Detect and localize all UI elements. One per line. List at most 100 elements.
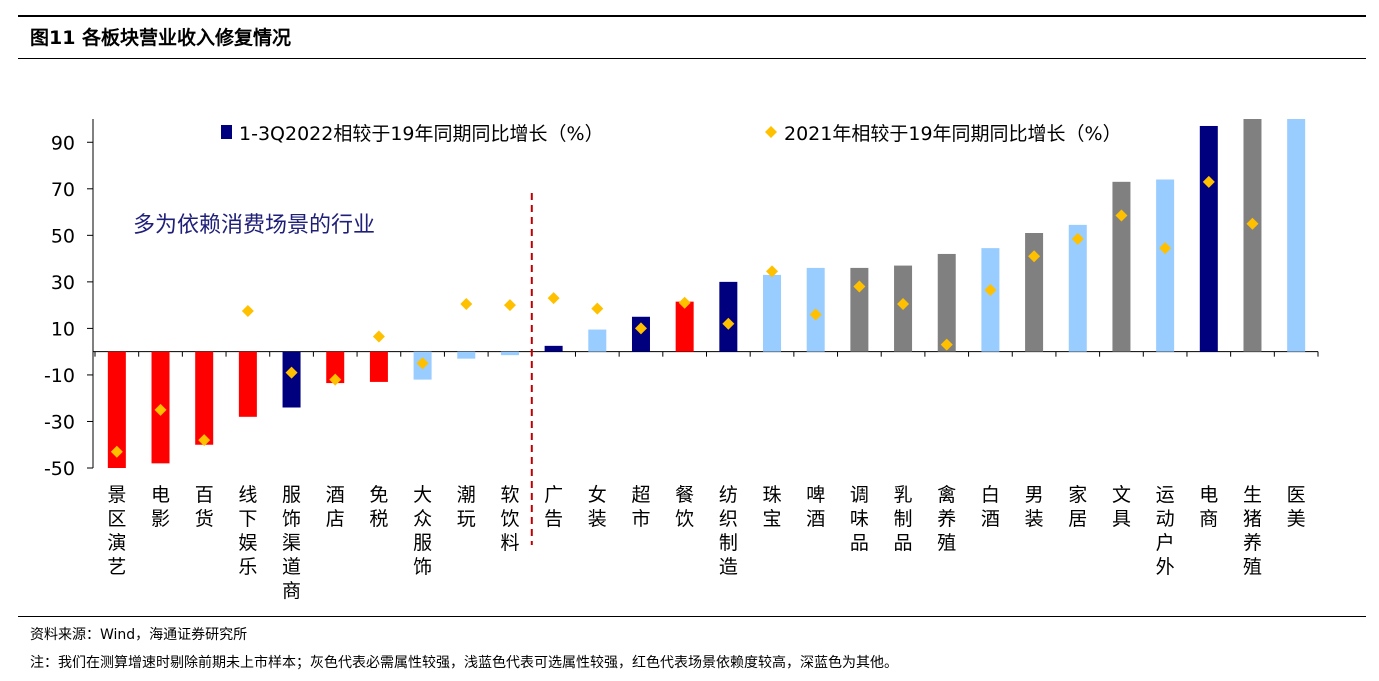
legend-bar-swatch bbox=[221, 125, 232, 139]
category-label: 潮玩 bbox=[457, 484, 476, 530]
y-tick-label: 10 bbox=[51, 318, 75, 340]
bar-服饰渠道商 bbox=[282, 351, 301, 408]
category-label: 纺织制造 bbox=[719, 484, 738, 578]
category-label: 文具 bbox=[1112, 484, 1131, 530]
y-tick-label: 90 bbox=[51, 132, 75, 154]
category-label: 乳制品 bbox=[894, 484, 913, 554]
figure-title: 图11 各板块营业收入修复情况 bbox=[30, 27, 292, 49]
marker-免税 bbox=[372, 330, 385, 343]
bar-白酒 bbox=[981, 248, 1000, 352]
category-label: 医美 bbox=[1287, 484, 1306, 530]
y-tick-label: -10 bbox=[44, 365, 75, 387]
marker-广告 bbox=[547, 292, 560, 305]
bar-纺织制造 bbox=[719, 281, 738, 352]
bar-series bbox=[107, 119, 1306, 468]
legend-marker-label: 2021年相较于19年同期同比增长（%） bbox=[784, 123, 1122, 145]
bar-珠宝 bbox=[763, 274, 782, 352]
category-label: 禽养殖 bbox=[937, 484, 956, 554]
bar-软饮料 bbox=[500, 351, 519, 356]
marker-文具 bbox=[1115, 209, 1128, 222]
bar-酒店 bbox=[326, 351, 345, 384]
category-label: 百货 bbox=[195, 484, 214, 530]
category-label: 生猪养殖 bbox=[1243, 484, 1262, 578]
category-label: 调味品 bbox=[850, 484, 869, 554]
category-label: 男装 bbox=[1025, 484, 1044, 530]
marker-百货 bbox=[198, 434, 211, 447]
y-tick-label: 50 bbox=[51, 225, 75, 247]
marker-纺织制造 bbox=[722, 317, 735, 330]
marker-软饮料 bbox=[503, 299, 516, 312]
marker-运动户外 bbox=[1159, 242, 1172, 255]
category-label: 珠宝 bbox=[763, 484, 782, 530]
marker-调味品 bbox=[853, 280, 866, 293]
bar-禽养殖 bbox=[937, 253, 956, 352]
bar-免税 bbox=[369, 351, 388, 382]
marker-餐饮 bbox=[678, 296, 691, 309]
marker-禽养殖 bbox=[940, 338, 953, 351]
bar-餐饮 bbox=[675, 301, 694, 352]
category-label: 酒店 bbox=[326, 484, 345, 530]
marker-景区演艺 bbox=[110, 445, 123, 458]
y-tick-label: -50 bbox=[44, 458, 75, 480]
category-label: 啤酒 bbox=[806, 484, 825, 530]
marker-生猪养殖 bbox=[1246, 217, 1259, 230]
category-label: 广告 bbox=[544, 484, 563, 530]
marker-线下娱乐 bbox=[241, 304, 254, 317]
annotation-text: 多为依赖消费场景的行业 bbox=[133, 213, 375, 238]
y-tick-label: -30 bbox=[44, 411, 75, 433]
marker-珠宝 bbox=[766, 265, 779, 278]
marker-series bbox=[110, 175, 1259, 458]
bar-广告 bbox=[544, 345, 563, 352]
category-label: 线下娱乐 bbox=[238, 484, 257, 578]
marker-男装 bbox=[1028, 250, 1041, 263]
marker-电影 bbox=[154, 403, 167, 416]
source-text: 资料来源：Wind，海通证券研究所 bbox=[30, 627, 248, 643]
category-label: 软饮料 bbox=[500, 484, 519, 554]
y-tick-label: 70 bbox=[51, 179, 75, 201]
marker-大众服饰 bbox=[416, 357, 429, 370]
marker-女装 bbox=[591, 302, 604, 315]
category-label: 女装 bbox=[588, 484, 607, 530]
category-label: 超市 bbox=[631, 484, 650, 530]
bar-男装 bbox=[1025, 233, 1044, 352]
bar-调味品 bbox=[850, 267, 869, 352]
bar-文具 bbox=[1112, 181, 1131, 352]
marker-电商 bbox=[1202, 175, 1215, 188]
bar-医美 bbox=[1287, 119, 1306, 352]
marker-服饰渠道商 bbox=[285, 366, 298, 379]
bar-家居 bbox=[1068, 224, 1087, 352]
note-text: 注：我们在测算增速时剔除前期未上市样本；灰色代表必需属性较强，浅蓝色代表可选属性… bbox=[30, 655, 898, 671]
marker-超市 bbox=[634, 322, 647, 335]
chart-legend: 多为依赖消费场景的行业 1-3Q2022相较于19年同期同比增长（%） 2021年相… bbox=[133, 123, 1122, 238]
bar-女装 bbox=[588, 329, 607, 352]
category-label: 餐饮 bbox=[675, 484, 694, 530]
category-label: 运动户外 bbox=[1156, 484, 1175, 578]
marker-乳制品 bbox=[897, 297, 910, 310]
bar-潮玩 bbox=[457, 351, 476, 359]
marker-白酒 bbox=[984, 284, 997, 297]
category-label: 电影 bbox=[151, 484, 170, 530]
legend-marker-swatch bbox=[765, 126, 777, 138]
bar-百货 bbox=[195, 351, 214, 445]
bar-运动户外 bbox=[1156, 179, 1175, 352]
category-label: 景区演艺 bbox=[107, 484, 126, 578]
marker-潮玩 bbox=[460, 297, 473, 310]
top-rule bbox=[18, 15, 1366, 17]
bar-生猪养殖 bbox=[1243, 119, 1262, 352]
category-label: 白酒 bbox=[981, 484, 1000, 530]
marker-酒店 bbox=[329, 373, 342, 386]
category-label: 免税 bbox=[369, 484, 388, 530]
legend-bar-label: 1-3Q2022相较于19年同期同比增长（%） bbox=[239, 123, 604, 145]
category-label: 大众服饰 bbox=[413, 484, 432, 578]
bottom-rule bbox=[18, 616, 1366, 617]
y-tick-label: 30 bbox=[51, 272, 75, 294]
title-rule bbox=[18, 58, 1366, 59]
marker-啤酒 bbox=[809, 308, 822, 321]
marker-家居 bbox=[1071, 232, 1084, 245]
category-label: 电商 bbox=[1199, 484, 1218, 530]
bar-景区演艺 bbox=[107, 351, 126, 468]
bar-电商 bbox=[1199, 125, 1218, 352]
category-label: 服饰渠道商 bbox=[282, 484, 301, 602]
